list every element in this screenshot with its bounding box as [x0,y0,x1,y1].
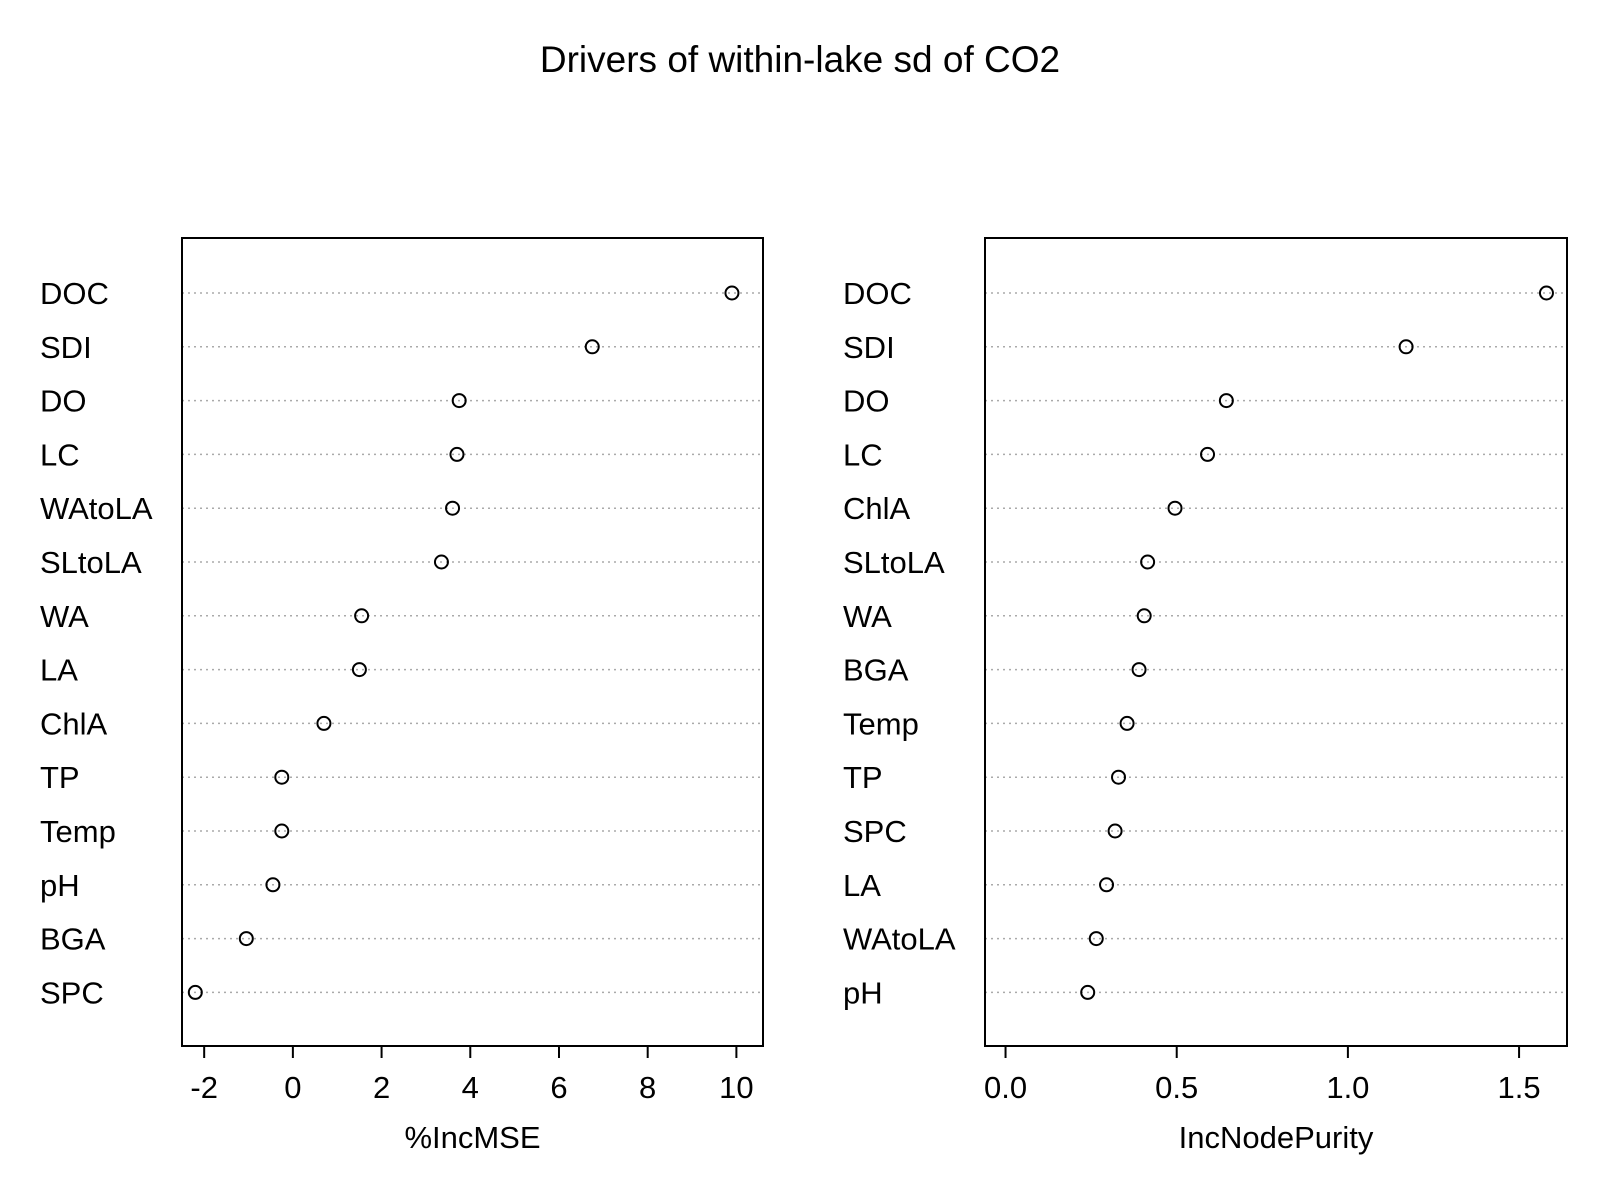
row-label-LA: LA [843,868,881,903]
point-Temp [274,823,290,839]
point-BGA [1131,662,1147,678]
x-tick-label: 1.5 [1498,1070,1541,1105]
row-label-LC: LC [40,437,80,472]
x-tick-label: -2 [190,1070,218,1105]
plot-frame [181,237,764,1047]
x-tick-label: 6 [550,1070,567,1105]
row-label-WA: WA [843,599,892,634]
point-WAtoLA [445,500,461,516]
point-SDI [1398,339,1414,355]
row-label-ChlA: ChlA [40,706,108,741]
point-DO [451,393,467,409]
row-label-SDI: SDI [40,330,92,365]
point-LC [449,446,465,462]
row-label-SPC: SPC [843,814,907,849]
x-tick-label: 0.0 [984,1070,1027,1105]
point-LC [1200,446,1216,462]
row-label-LC: LC [843,437,883,472]
row-label-WA: WA [40,599,89,634]
row-label-LA: LA [40,653,78,688]
row-label-SLtoLA: SLtoLA [40,545,142,580]
point-Temp [1119,715,1135,731]
row-label-TP: TP [40,760,80,795]
row-label-WAtoLA: WAtoLA [843,922,956,957]
x-tick-label: 10 [719,1070,753,1105]
point-WA [1136,608,1152,624]
point-DO [1218,393,1234,409]
x-tick-label: 0 [284,1070,301,1105]
point-SPC [1107,823,1123,839]
x-tick-label: 4 [462,1070,479,1105]
point-WAtoLA [1088,931,1104,947]
row-label-WAtoLA: WAtoLA [40,491,153,526]
row-label-ChlA: ChlA [843,491,911,526]
point-ChlA [1167,500,1183,516]
x-axis-label: IncNodePurity [1179,1120,1374,1155]
plot-frame [984,237,1568,1047]
x-tick-label: 2 [373,1070,390,1105]
chart-title: Drivers of within-lake sd of CO2 [540,39,1060,80]
row-label-SDI: SDI [843,330,895,365]
panel-1: DOC SDI DO LC WAtoLA SLtoLA WA LA ChlA TP Temp pH BG… [40,237,764,1155]
point-SPC [187,984,203,1000]
point-LA [1099,877,1115,893]
row-label-SPC: SPC [40,975,104,1010]
panel-2: DOC SDI DO LC ChlA SLtoLA WA BGA Temp TP SPC LA WAto… [843,237,1568,1155]
row-label-DOC: DOC [40,276,109,311]
row-label-BGA: BGA [843,653,909,688]
x-tick-label: 8 [639,1070,656,1105]
point-SLtoLA [433,554,449,570]
row-label-pH: pH [843,975,883,1010]
point-SLtoLA [1140,554,1156,570]
point-WA [354,608,370,624]
row-label-pH: pH [40,868,80,903]
row-label-DO: DO [843,384,890,419]
point-pH [265,877,281,893]
point-LA [351,662,367,678]
row-label-SLtoLA: SLtoLA [843,545,945,580]
point-BGA [238,931,254,947]
x-tick-label: 1.0 [1326,1070,1369,1105]
row-label-Temp: Temp [843,706,919,741]
row-label-DO: DO [40,384,87,419]
point-pH [1080,984,1096,1000]
row-label-Temp: Temp [40,814,116,849]
row-label-TP: TP [843,760,883,795]
point-TP [274,769,290,785]
row-label-DOC: DOC [843,276,912,311]
point-SDI [584,339,600,355]
x-axis-label: %IncMSE [404,1120,540,1155]
point-DOC [1538,285,1554,301]
x-tick-label: 0.5 [1155,1070,1198,1105]
row-label-BGA: BGA [40,922,106,957]
point-ChlA [316,715,332,731]
point-DOC [724,285,740,301]
point-TP [1111,769,1127,785]
